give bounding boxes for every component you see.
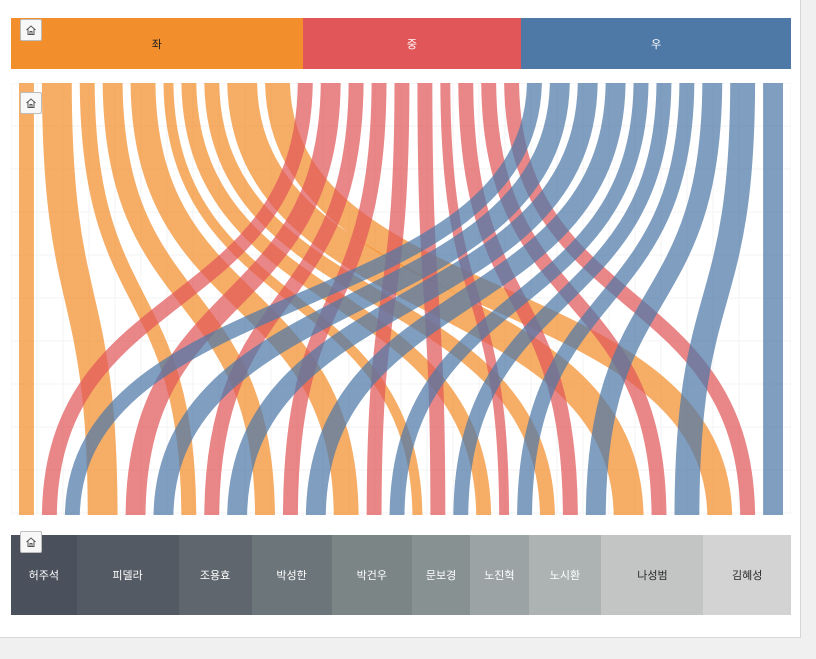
bottom-home-button[interactable] xyxy=(20,531,42,553)
sankey-flow-area xyxy=(11,83,791,515)
bottom-node-label: 박성한 xyxy=(276,569,307,582)
bottom-node-segment[interactable]: 노시환 xyxy=(528,535,602,615)
bottom-node-label: 허주석 xyxy=(28,569,59,582)
sankey-flows xyxy=(18,83,783,515)
bottom-node-label: 김혜성 xyxy=(731,569,763,582)
top-group-segment[interactable]: 좌 xyxy=(11,18,303,69)
bottom-node-segment[interactable]: 노진혁 xyxy=(470,535,529,615)
flow-ribbon[interactable] xyxy=(42,83,313,515)
flow-home-button[interactable] xyxy=(20,92,42,114)
top-group-label: 우 xyxy=(651,37,662,51)
bottom-node-label: 피델라 xyxy=(112,569,143,582)
bottom-node-label: 노진혁 xyxy=(484,569,515,582)
home-icon xyxy=(26,25,36,35)
flow-ribbon[interactable] xyxy=(517,83,695,515)
dashboard-frame: 좌 중 우 허주석 피델라 조용효 박성한 박건우 문보경 노진혁 노시환 나성범 김혜성 xyxy=(0,0,801,638)
flow-ribbon[interactable] xyxy=(227,83,598,515)
flow-ribbon[interactable] xyxy=(481,83,667,515)
bottom-node-segment[interactable]: 김혜성 xyxy=(703,535,791,615)
top-home-button[interactable] xyxy=(20,19,42,41)
bottom-node-label: 박건우 xyxy=(356,569,387,582)
flow-ribbon[interactable] xyxy=(125,83,341,515)
bottom-node-label: 나성범 xyxy=(637,569,668,582)
top-group-label: 좌 xyxy=(151,37,162,51)
flow-ribbon[interactable] xyxy=(204,83,364,515)
home-icon xyxy=(26,537,36,547)
bottom-node-label: 노시환 xyxy=(549,569,581,582)
top-group-label: 중 xyxy=(406,37,417,51)
flow-ribbon[interactable] xyxy=(504,83,755,515)
top-group-segment[interactable]: 중 xyxy=(302,18,522,69)
bottom-node-segment[interactable]: 나성범 xyxy=(601,535,704,615)
flow-ribbon[interactable] xyxy=(453,83,672,515)
flow-ribbon[interactable] xyxy=(585,83,723,515)
bottom-node-bar: 허주석 피델라 조용효 박성한 박건우 문보경 노진혁 노시환 나성범 김혜성 xyxy=(11,535,791,615)
flow-ribbon[interactable] xyxy=(674,83,756,515)
flow-ribbon[interactable] xyxy=(65,83,542,515)
bottom-node-segment[interactable]: 문보경 xyxy=(411,535,471,615)
top-group-segment[interactable]: 우 xyxy=(521,18,791,69)
home-icon xyxy=(26,98,36,108)
bottom-node-segment[interactable]: 피델라 xyxy=(76,535,179,615)
bottom-node-label: 조용효 xyxy=(199,569,231,582)
flow-ribbon[interactable] xyxy=(153,83,570,515)
flow-ribbon[interactable] xyxy=(366,83,410,515)
bottom-node-segment[interactable]: 박성한 xyxy=(251,535,332,615)
flow-ribbon[interactable] xyxy=(283,83,387,515)
bottom-node-segment[interactable]: 조용효 xyxy=(178,535,252,615)
flow-ribbon[interactable] xyxy=(389,83,649,515)
bottom-node-label: 문보경 xyxy=(425,569,457,582)
flow-ribbon[interactable] xyxy=(306,83,626,515)
bottom-node-segment[interactable]: 박건우 xyxy=(331,535,412,615)
